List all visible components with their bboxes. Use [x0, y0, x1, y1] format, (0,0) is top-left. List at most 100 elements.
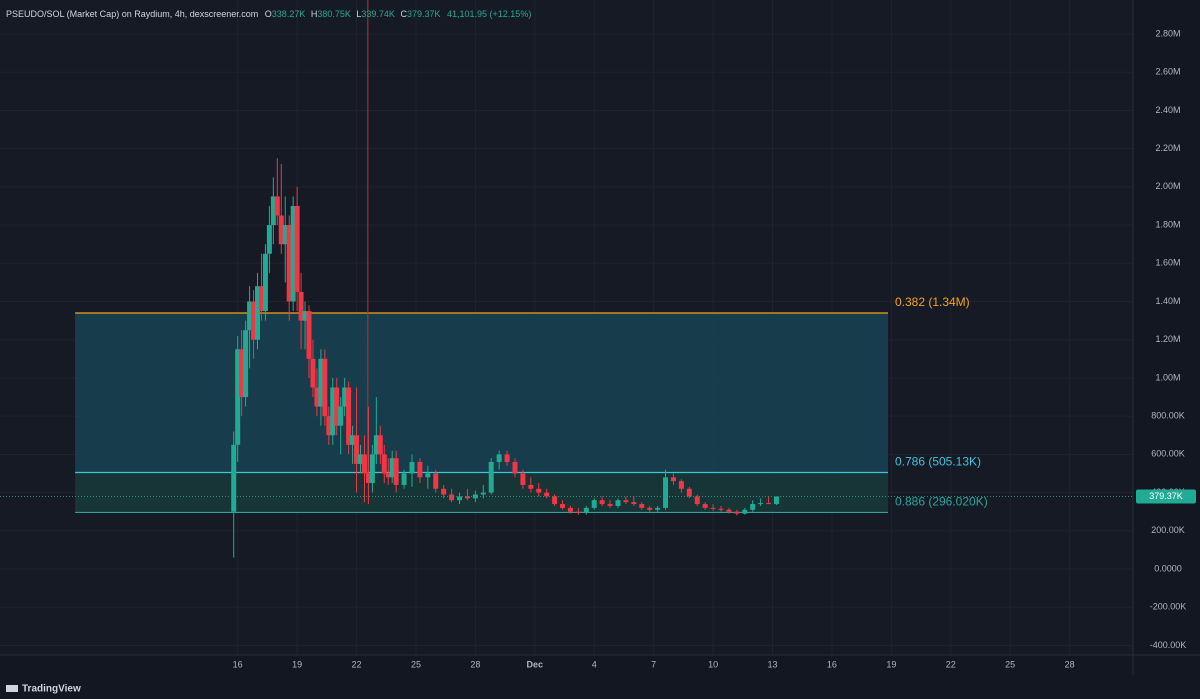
candle-body: [373, 435, 379, 455]
x-tick-label: 22: [946, 659, 956, 669]
candle-body: [409, 462, 415, 474]
candle-body: [318, 358, 324, 407]
axes: -400.00K-200.00K0.0000200.00K400.00K600.…: [233, 28, 1196, 669]
candle-body: [678, 481, 684, 489]
candle-body: [369, 454, 375, 484]
y-tick-label: 2.00M: [1155, 181, 1180, 191]
ohlc-label: O: [265, 9, 272, 19]
candle-body: [262, 253, 268, 312]
candle-body: [615, 500, 621, 506]
price-change: 41,101.95 (+12.15%): [447, 9, 531, 19]
candle-body: [239, 349, 245, 398]
candle-body: [773, 496, 779, 505]
x-tick-label: 4: [592, 659, 597, 669]
x-tick-label: 7: [651, 659, 656, 669]
candle-body: [286, 225, 292, 302]
candle-body: [655, 507, 661, 510]
candle-body: [258, 286, 264, 312]
candle-body: [365, 473, 371, 484]
candle-body: [488, 462, 494, 493]
candle-body: [425, 473, 431, 478]
candle-body: [504, 454, 510, 463]
candle-body: [591, 500, 597, 508]
candle-body: [350, 435, 356, 445]
fib-level-label: 0.786 (505.13K): [895, 455, 981, 469]
fib-retracement: 0.382 (1.34M) 0.786 (505.13K) 0.886 (296.0…: [75, 295, 988, 514]
y-tick-label: -200.00K: [1150, 602, 1187, 612]
last-price-label: 379.37K: [1149, 491, 1183, 501]
candle-body: [496, 454, 502, 463]
candle-body: [631, 502, 637, 505]
candle-body: [294, 205, 300, 292]
ohlc-value: 338.27K: [272, 9, 306, 19]
candle-body: [401, 473, 407, 485]
x-tick-label: 10: [708, 659, 718, 669]
candle-body: [520, 473, 526, 485]
candle-body: [342, 387, 348, 407]
y-tick-label: 1.80M: [1155, 219, 1180, 229]
candle-body: [583, 507, 589, 513]
x-tick-label: Dec: [527, 659, 544, 669]
candle-body: [278, 215, 284, 245]
candle-body: [623, 500, 629, 503]
candle-body: [639, 504, 645, 508]
y-tick-label: 2.80M: [1155, 28, 1180, 38]
candle-body: [702, 504, 708, 508]
candle-body: [663, 477, 669, 508]
fib-zone: [75, 472, 888, 513]
y-tick-label: 1.20M: [1155, 334, 1180, 344]
candle-body: [290, 205, 296, 302]
y-tick-label: 600.00K: [1151, 449, 1185, 459]
y-tick-label: 2.40M: [1155, 105, 1180, 115]
candle-body: [330, 387, 336, 436]
candle-body: [560, 504, 566, 508]
ohlc-value: 379.37K: [407, 9, 441, 19]
candle-body: [235, 349, 241, 445]
chart-title: PSEUDO/SOL (Market Cap) on Raydium, 4h, …: [6, 9, 258, 19]
candle-body: [734, 511, 740, 514]
candle-body: [544, 492, 550, 497]
x-tick-label: 22: [352, 659, 362, 669]
candle-body: [710, 507, 716, 509]
ohlc-label: L: [356, 9, 361, 19]
candle-body: [354, 435, 360, 464]
candle-body: [464, 496, 470, 499]
candles: [0, 0, 1133, 558]
candle-body: [385, 473, 391, 478]
candle-body: [536, 488, 542, 493]
candle-body: [306, 311, 312, 359]
fib-level-label: 0.886 (296.020K): [895, 495, 988, 509]
y-tick-label: 800.00K: [1151, 411, 1185, 421]
candle-body: [742, 509, 748, 514]
candle-body: [389, 458, 395, 478]
candle-body: [552, 496, 558, 505]
x-tick-label: 16: [233, 659, 243, 669]
candle-body: [298, 291, 304, 321]
candle-body: [528, 484, 534, 489]
candle-body: [718, 508, 724, 510]
x-tick-label: 16: [827, 659, 837, 669]
candle-body: [338, 406, 344, 426]
candle-body: [472, 494, 478, 499]
candle-body: [457, 496, 463, 501]
chart-header: PSEUDO/SOL (Market Cap) on Raydium, 4h, …: [6, 9, 531, 19]
candle-body: [231, 444, 237, 512]
candle-body: [512, 462, 518, 474]
ohlc-label: H: [311, 9, 318, 19]
ohlc-label: C: [400, 9, 407, 19]
ohlc-value: 339.74K: [361, 9, 395, 19]
x-tick-label: 25: [1005, 659, 1015, 669]
y-tick-label: 2.20M: [1155, 143, 1180, 153]
fib-level-label: 0.382 (1.34M): [895, 295, 970, 309]
candle-body: [567, 507, 573, 512]
candle-body: [377, 435, 383, 455]
candle-body: [381, 454, 387, 474]
x-tick-label: 28: [1065, 659, 1075, 669]
y-tick-label: 0.0000: [1154, 563, 1182, 573]
candle-body: [243, 330, 249, 398]
candle-body: [433, 473, 439, 489]
candle-body: [607, 504, 613, 506]
brand-name: TradingView: [22, 684, 81, 695]
candle-body: [266, 225, 272, 254]
